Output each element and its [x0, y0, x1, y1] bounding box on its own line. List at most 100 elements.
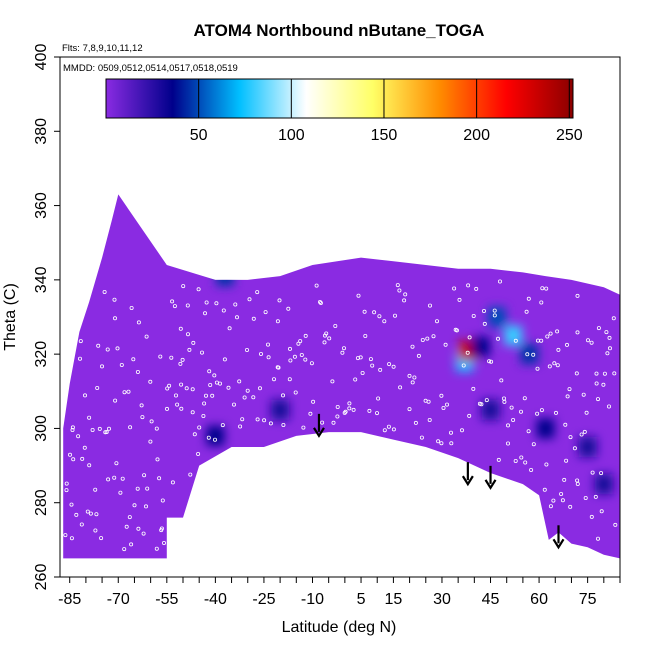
observation-point: [382, 319, 387, 324]
observation-point: [441, 405, 446, 410]
observation-point: [179, 406, 184, 411]
observation-point: [556, 347, 561, 352]
observation-point: [511, 417, 516, 422]
heatmap-hotspot: [471, 336, 490, 357]
observation-point: [544, 286, 549, 291]
observation-point: [586, 338, 591, 343]
observation-point: [164, 406, 169, 411]
observation-point: [454, 328, 459, 333]
observation-point: [185, 303, 190, 308]
observation-point: [457, 297, 462, 302]
x-tick-label: 75: [579, 591, 597, 608]
observation-point: [467, 335, 472, 340]
observation-point: [78, 356, 83, 361]
observation-point: [83, 393, 88, 398]
observation-point: [612, 371, 617, 376]
observation-point: [268, 421, 273, 426]
x-tick-label: -85: [58, 591, 81, 608]
observation-point: [353, 377, 358, 382]
observation-point: [212, 373, 217, 378]
observation-point: [376, 396, 381, 401]
observation-point: [481, 308, 486, 313]
observation-point: [555, 329, 560, 334]
observation-point: [255, 290, 260, 295]
observation-point: [271, 377, 276, 382]
observation-point: [74, 512, 79, 517]
colorbar-tick-label: 250: [556, 127, 583, 144]
observation-point: [113, 398, 118, 403]
observation-point: [154, 426, 159, 431]
observation-point: [145, 486, 150, 491]
observation-point: [340, 350, 345, 355]
observation-point: [102, 289, 107, 294]
observation-point: [567, 387, 572, 392]
observation-point: [601, 382, 606, 387]
observation-point: [596, 326, 601, 331]
observation-point: [548, 331, 553, 336]
observation-point: [563, 422, 568, 427]
chart-title: ATOM4 Northbound nButane_TOGA: [194, 21, 485, 40]
x-tick-label: -10: [301, 591, 324, 608]
observation-point: [497, 279, 502, 284]
arrow-marker: [461, 462, 474, 487]
observation-point: [535, 411, 540, 416]
observation-point: [135, 369, 140, 374]
observation-point: [69, 502, 74, 507]
observation-point: [170, 299, 175, 304]
observation-point: [505, 423, 510, 428]
observation-point: [387, 362, 392, 367]
observation-point: [412, 375, 417, 380]
observation-point: [341, 346, 346, 351]
observation-point: [526, 429, 531, 434]
y-axis: 260 280 300 320 340 360 380 400: [33, 44, 60, 590]
observation-point: [594, 371, 599, 376]
observation-point: [185, 332, 190, 337]
arrow-marker: [484, 465, 497, 490]
observation-point: [179, 382, 184, 387]
observation-point: [526, 296, 531, 301]
observation-point: [192, 432, 197, 437]
observation-point: [505, 441, 510, 446]
observation-point: [124, 524, 129, 529]
observation-point: [342, 410, 347, 415]
observation-point: [148, 439, 153, 444]
observation-point: [148, 379, 153, 384]
observation-point: [471, 386, 476, 391]
observation-point: [221, 308, 226, 313]
arrow-marker: [552, 525, 565, 550]
observation-point: [237, 379, 242, 384]
observation-point: [119, 362, 124, 367]
observation-point: [410, 344, 415, 349]
observation-point: [127, 515, 132, 520]
observation-point: [467, 413, 472, 418]
observation-point: [484, 398, 489, 403]
observation-point: [169, 355, 174, 360]
y-tick-label: 280: [33, 489, 50, 516]
observation-point: [559, 491, 564, 496]
observation-point: [303, 333, 308, 338]
observation-point: [255, 417, 260, 422]
observation-point: [206, 435, 211, 440]
y-axis-label: Theta (C): [2, 283, 19, 351]
y-tick-label: 300: [33, 415, 50, 442]
observation-point: [363, 333, 368, 338]
observation-point: [496, 457, 501, 462]
observation-point: [427, 303, 432, 308]
observation-point: [439, 393, 444, 398]
observation-point: [80, 456, 85, 461]
observation-point: [330, 379, 335, 384]
observation-point: [287, 346, 292, 351]
observation-point: [443, 342, 448, 347]
observation-point: [132, 503, 137, 508]
observation-point: [202, 401, 207, 406]
observation-point: [519, 409, 524, 414]
observation-point: [356, 293, 361, 298]
observation-point: [265, 342, 270, 347]
observation-point: [175, 402, 180, 407]
observation-point: [377, 314, 382, 319]
colorbar-tick-label: 150: [371, 127, 398, 144]
observation-point: [593, 494, 598, 499]
observation-point: [122, 547, 127, 552]
observation-point: [220, 423, 225, 428]
observation-point: [322, 340, 327, 345]
